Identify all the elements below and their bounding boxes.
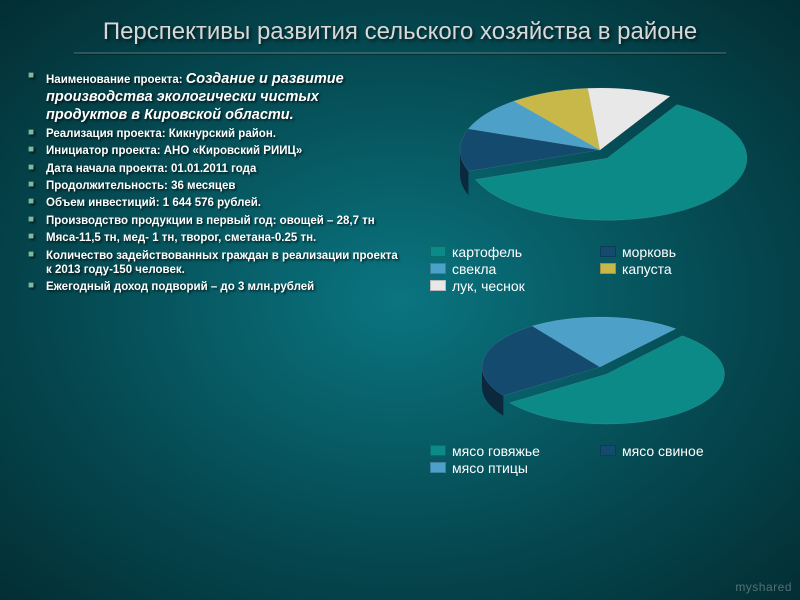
bullet-item: Объем инвестиций: 1 644 576 рублей. (28, 196, 398, 210)
legend-label: свекла (452, 261, 496, 277)
legend-label: капуста (622, 261, 672, 277)
legend-swatch (430, 280, 446, 291)
bullet-list: Наименование проекта: Создание и развити… (28, 70, 398, 295)
title-underline (74, 52, 725, 54)
legend-item: картофель (430, 244, 600, 260)
legend-label: мясо птицы (452, 460, 528, 476)
chart-1-wrap: картофель морковь свекла капуста лук, чеснок (410, 70, 770, 295)
legend-2: мясо говяжье мясо свиное мясо птицы (410, 443, 770, 477)
content: Наименование проекта: Создание и развити… (0, 60, 800, 477)
legend-label: мясо говяжье (452, 443, 540, 459)
bullet-item: Инициатор проекта: АНО «Кировский РИИЦ» (28, 144, 398, 158)
legend-label: морковь (622, 244, 676, 260)
legend-swatch (600, 246, 616, 257)
legend-item: мясо птицы (430, 460, 600, 476)
bullet-item: Производство продукции в первый год: ово… (28, 214, 398, 228)
legend-item: капуста (600, 261, 770, 277)
legend-swatch (430, 462, 446, 473)
bullet-item: Мяса-11,5 тн, мед- 1 тн, творог, сметана… (28, 231, 398, 245)
title-block: Перспективы развития сельского хозяйства… (0, 0, 800, 60)
legend-item: морковь (600, 244, 770, 260)
legend-swatch (600, 263, 616, 274)
bullet-item: Наименование проекта: Создание и развити… (28, 70, 398, 124)
bullet-item: Дата начала проекта: 01.01.2011 года (28, 162, 398, 176)
bullet-item: Количество задействованных граждан в реа… (28, 249, 398, 278)
legend-label: картофель (452, 244, 522, 260)
left-column: Наименование проекта: Создание и развити… (28, 70, 398, 477)
legend-1: картофель морковь свекла капуста лук, чеснок (410, 244, 770, 295)
legend-swatch (600, 445, 616, 456)
legend-label: лук, чеснок (452, 278, 525, 294)
pie-chart-1 (410, 70, 770, 240)
legend-label: мясо свиное (622, 443, 704, 459)
legend-swatch (430, 263, 446, 274)
legend-item: свекла (430, 261, 600, 277)
watermark: myshared (735, 580, 792, 594)
page-title: Перспективы развития сельского хозяйства… (30, 18, 770, 46)
legend-item: мясо свиное (600, 443, 770, 459)
legend-swatch (430, 246, 446, 257)
chart-2-wrap: мясо говяжье мясо свиное мясо птицы (410, 309, 770, 477)
right-column: картофель морковь свекла капуста лук, чеснок… (410, 70, 780, 477)
legend-item: лук, чеснок (430, 278, 600, 294)
bullet-item: Реализация проекта: Кикнурский район. (28, 127, 398, 141)
pie-chart-2 (410, 309, 770, 439)
legend-swatch (430, 445, 446, 456)
bullet-item: Продолжительность: 36 месяцев (28, 179, 398, 193)
legend-item: мясо говяжье (430, 443, 600, 459)
bullet-item: Ежегодный доход подворий – до 3 млн.рубл… (28, 280, 398, 294)
